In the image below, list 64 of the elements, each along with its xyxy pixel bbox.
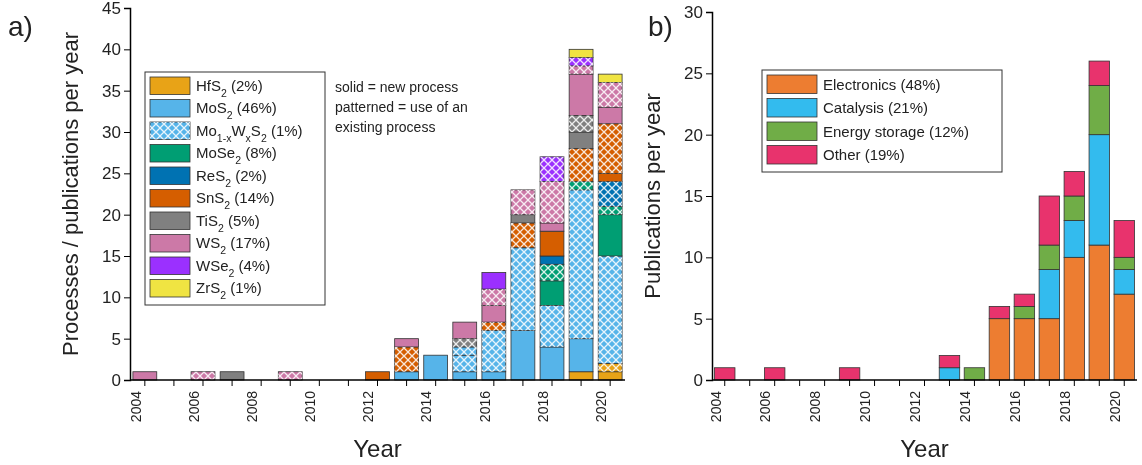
x-axis-title: Year <box>353 435 402 462</box>
x-tick-label: 2014 <box>418 390 435 423</box>
y-axis-title: Publications per year <box>640 93 665 299</box>
x-tick-label: 2016 <box>476 390 493 423</box>
annotation: solid = new process patterned = use of an existing process <box>335 79 468 135</box>
legend-label: Electronics (48%) <box>823 75 941 93</box>
legend-label: SnS$_{2}$ (14%) <box>196 189 275 211</box>
legend-label: ReS$_{2}$ (2%) <box>196 166 267 189</box>
bar <box>423 354 448 381</box>
y-tick-label: 15 <box>684 186 703 206</box>
legend-label: Other (19%) <box>823 146 905 163</box>
x-tick-label: 2020 <box>592 390 609 423</box>
legend-label: HfS$_{2}$ (2%) <box>196 76 263 99</box>
y-tick-label: 10 <box>684 248 703 268</box>
y-tick-label: 45 <box>102 0 121 18</box>
x-axis-title: Year <box>900 435 949 462</box>
x-tick-label: 2006 <box>757 390 774 423</box>
x-tick-label: 2020 <box>1107 390 1124 423</box>
x-tick-label: 2012 <box>907 390 924 423</box>
x-tick-label: 2010 <box>857 390 874 423</box>
y-tick-label: 15 <box>102 246 121 266</box>
bar <box>365 371 390 381</box>
y-tick-label: 25 <box>684 64 703 84</box>
bar <box>714 367 736 381</box>
x-tick-label: 2014 <box>957 390 974 423</box>
x-tick-label: 2018 <box>1057 390 1074 423</box>
chart-title: b) <box>648 11 673 42</box>
chart-title: a) <box>8 11 33 42</box>
bar <box>963 367 986 381</box>
bar <box>132 371 158 381</box>
y-tick-label: 30 <box>684 2 703 22</box>
legend-label: TiS$_{2}$ (5%) <box>196 211 260 234</box>
y-tick-label: 25 <box>102 164 121 184</box>
y-tick-label: 30 <box>102 122 121 142</box>
x-tick-label: 2008 <box>807 390 824 423</box>
x-tick-label: 2004 <box>127 390 144 423</box>
y-tick-label: 20 <box>102 205 121 225</box>
y-tick-label: 5 <box>111 329 121 349</box>
y-tick-label: 40 <box>102 40 121 60</box>
y-tick-label: 10 <box>102 288 121 308</box>
y-tick-label: 35 <box>102 81 121 101</box>
x-tick-label: 2016 <box>1007 390 1024 423</box>
bar <box>219 371 245 381</box>
bar <box>838 367 861 381</box>
legend-label: WSe$_{2}$ (4%) <box>196 256 271 279</box>
y-tick-label: 20 <box>684 125 703 145</box>
legend-label: MoSe$_{2}$ (8%) <box>196 144 277 166</box>
legend-label: Catalysis (21%) <box>823 99 929 116</box>
legend-label: ZrS$_{2}$ (1%) <box>196 279 262 301</box>
legend-label: MoS$_{2}$ (46%) <box>196 99 277 121</box>
x-tick-label: 2012 <box>360 390 377 423</box>
y-tick-label: 0 <box>693 370 703 390</box>
y-tick-label: 5 <box>693 309 703 329</box>
x-tick-label: 2004 <box>707 390 724 423</box>
legend-label: Mo$_{1-x}$W$_{x}$S$_{2}$ (1%) <box>196 121 303 144</box>
legend-label: Energy storage (12%) <box>823 122 969 140</box>
y-tick-label: 0 <box>111 370 121 390</box>
y-axis-title: Processes / publications per year <box>58 31 83 357</box>
x-tick-label: 2010 <box>302 390 319 423</box>
bar <box>764 367 786 381</box>
x-tick-label: 2018 <box>534 390 551 423</box>
x-tick-label: 2006 <box>185 390 202 423</box>
x-tick-label: 2008 <box>243 390 260 423</box>
legend-label: WS$_{2}$ (17%) <box>196 234 271 256</box>
